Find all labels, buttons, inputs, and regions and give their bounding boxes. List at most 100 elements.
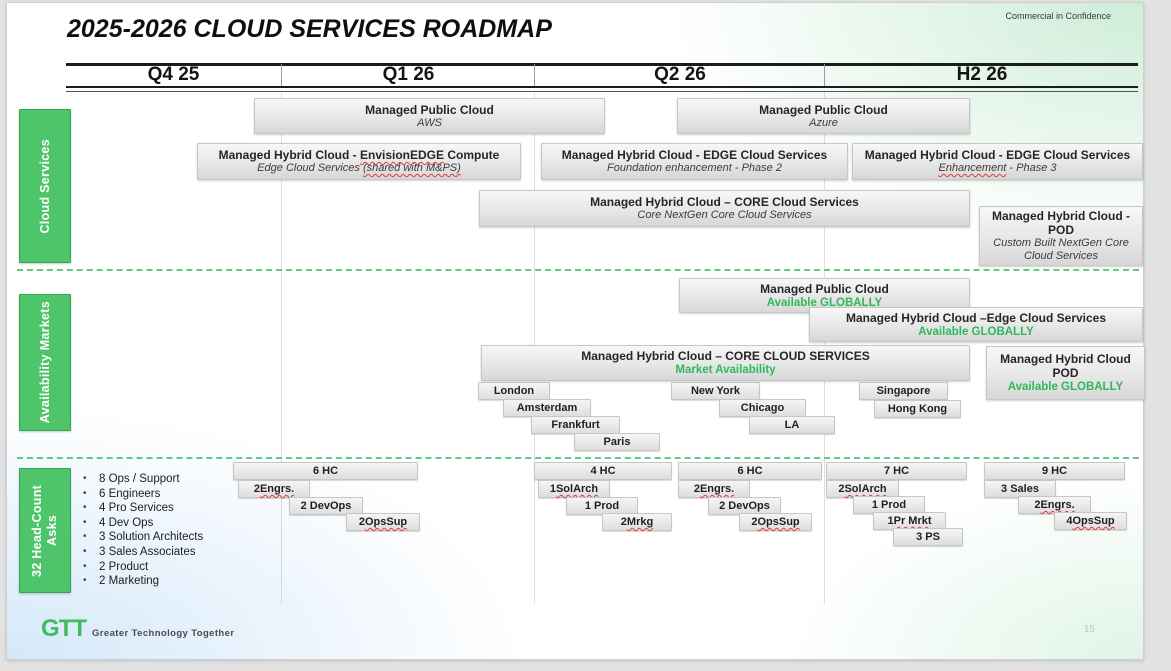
market-chip-new-york: New York bbox=[671, 382, 760, 400]
spellcheck-flagged-text: Engrs. bbox=[699, 483, 735, 495]
availability-status: Available GLOBALLY bbox=[918, 325, 1034, 338]
page-number: 15 bbox=[1083, 624, 1095, 635]
roadmap-bar-hybrid-edge-phase2: Managed Hybrid Cloud - EDGE Cloud Servic… bbox=[541, 143, 848, 180]
spellcheck-flagged-text: SolArch bbox=[555, 483, 599, 495]
lane-label-text: 32 Head-Count Asks bbox=[30, 484, 59, 577]
lane-label-head-count-asks: 32 Head-Count Asks bbox=[19, 468, 71, 593]
bar-subtitle: AWS bbox=[417, 116, 442, 129]
bar-title: Managed Hybrid Cloud - EDGE Cloud Servic… bbox=[561, 148, 828, 162]
hc-item-bar: 2 OpsSup bbox=[739, 513, 812, 531]
hc-item-bar: 2 SolArch bbox=[826, 480, 899, 498]
page-title: 2025-2026 CLOUD SERVICES ROADMAP bbox=[67, 15, 552, 43]
list-item: • 4 Dev Ops bbox=[83, 516, 154, 529]
header-rule-bottom-thin bbox=[66, 91, 1138, 92]
lane-label-text: Cloud Services bbox=[37, 138, 52, 234]
spellcheck-flagged-text: Enhancement bbox=[938, 162, 1007, 174]
hc-total-bar: 4 HC bbox=[534, 462, 672, 480]
bar-title: Managed Public Cloud bbox=[759, 102, 888, 117]
list-item: • 8 Ops / Support bbox=[83, 473, 180, 485]
lane-divider-dashed bbox=[17, 269, 1139, 271]
hc-item-bar: 4 OpsSup bbox=[1054, 512, 1127, 530]
bar-title: Managed Hybrid Cloud –Edge Cloud Service… bbox=[845, 310, 1107, 325]
spellcheck-flagged-text: Pr Mrkt bbox=[893, 515, 932, 527]
spellcheck-flagged-text: OpsSup bbox=[757, 516, 800, 528]
roadmap-bar-public-cloud-aws: Managed Public Cloud AWS bbox=[254, 98, 605, 134]
spellcheck-flagged-text: Engrs. bbox=[259, 483, 295, 495]
lane-divider-dashed bbox=[17, 457, 1139, 459]
hc-total-bar: 6 HC bbox=[233, 462, 418, 480]
lane-label-availability-markets: Availability Markets bbox=[19, 294, 71, 431]
spellcheck-flagged-text: (shared with M&PS) bbox=[362, 162, 461, 174]
hc-item-bar: 2 DevOps bbox=[708, 497, 781, 515]
market-chip-london: London bbox=[478, 382, 550, 400]
lane-label-text: Availability Markets bbox=[37, 301, 52, 424]
availability-bar-pod: Managed Hybrid Cloud POD Available GLOBA… bbox=[986, 346, 1145, 400]
bar-subtitle: Enhancement - Phase 3 bbox=[938, 162, 1057, 174]
hc-total-bar: 9 HC bbox=[984, 462, 1125, 480]
bar-subtitle: Core NextGen Core Cloud Services bbox=[637, 209, 812, 221]
column-header-q4-25: Q4 25 bbox=[147, 64, 200, 85]
slide-canvas: 2025-2026 CLOUD SERVICES ROADMAP Commerc… bbox=[6, 2, 1145, 660]
bar-title: Managed Hybrid Cloud - POD bbox=[992, 209, 1130, 237]
hc-item-bar: 3 PS bbox=[893, 528, 963, 546]
spellcheck-flagged-text: Engrs. bbox=[1040, 499, 1075, 511]
market-chip-paris: Paris bbox=[574, 433, 660, 451]
bar-title: Managed Public Cloud bbox=[760, 281, 889, 296]
availability-status: Market Availability bbox=[675, 364, 776, 376]
spellcheck-flagged-text: SolArch bbox=[844, 483, 887, 495]
list-item: • 2 Product bbox=[83, 560, 149, 573]
list-item: • 2 Marketing bbox=[83, 575, 160, 588]
availability-bar-core: Managed Hybrid Cloud – CORE CLOUD SERVIC… bbox=[481, 345, 970, 381]
market-chip-singapore: Singapore bbox=[859, 382, 948, 400]
hc-item-bar: 3 Sales bbox=[984, 480, 1056, 498]
market-chip-la: LA bbox=[749, 416, 835, 434]
list-item: • 3 Sales Associates bbox=[83, 545, 196, 558]
bar-subtitle: Azure bbox=[809, 116, 838, 129]
roadmap-bar-hybrid-edge-phase3: Managed Hybrid Cloud - EDGE Cloud Servic… bbox=[852, 143, 1143, 180]
hc-item-bar: 2 Mrkg bbox=[602, 513, 672, 531]
bar-title: Managed Hybrid Cloud - EnvisionEDGE Comp… bbox=[218, 148, 500, 162]
list-item: • 3 Solution Architects bbox=[83, 531, 204, 544]
header-rule-bottom bbox=[66, 86, 1138, 88]
column-header-q2-26: Q2 26 bbox=[534, 64, 825, 86]
header-rule-top bbox=[66, 63, 1138, 66]
hc-item-bar: 2 DevOps bbox=[289, 497, 363, 515]
hc-item-bar: 2 Engrs. bbox=[678, 480, 750, 498]
column-divider bbox=[281, 92, 282, 604]
hc-item-bar: 2 OpsSup bbox=[346, 513, 420, 531]
list-item: • 6 Engineers bbox=[83, 487, 161, 500]
roadmap-bar-hybrid-envisionedge-compute: Managed Hybrid Cloud - EnvisionEDGE Comp… bbox=[197, 143, 521, 180]
market-chip-amsterdam: Amsterdam bbox=[503, 399, 591, 417]
spellcheck-flagged-text: OpsSup bbox=[1072, 515, 1115, 527]
head-count-asks-list: • 8 Ops / Support • 6 Engineers • 4 Pro Ser… bbox=[83, 472, 258, 589]
bar-subtitle: Foundation enhancement - Phase 2 bbox=[607, 162, 782, 174]
market-chip-hong-kong: Hong Kong bbox=[874, 400, 961, 418]
hc-item-bar: 1 SolArch bbox=[538, 480, 610, 498]
roadmap-bar-hybrid-core: Managed Hybrid Cloud – CORE Cloud Servic… bbox=[479, 190, 970, 227]
roadmap-bar-hybrid-pod: Managed Hybrid Cloud - POD Custom Built … bbox=[979, 206, 1143, 266]
bar-subtitle: Edge Cloud Services (shared with M&PS) bbox=[257, 162, 461, 174]
column-header-h2-26: H2 26 bbox=[824, 64, 1139, 86]
classification-label: Commercial in Confidence bbox=[1005, 11, 1111, 21]
spellcheck-flagged-text: Mrkg bbox=[626, 516, 654, 528]
availability-bar-edge: Managed Hybrid Cloud –Edge Cloud Service… bbox=[809, 307, 1143, 342]
hc-item-bar: 2 Engrs. bbox=[238, 480, 310, 498]
bar-title: Managed Hybrid Cloud – CORE Cloud Servic… bbox=[590, 195, 859, 209]
spellcheck-flagged-text: OpsSup bbox=[364, 516, 408, 528]
availability-status: Available GLOBALLY bbox=[766, 296, 883, 309]
gtt-logo: GTT Greater Technology Together bbox=[41, 615, 234, 643]
market-chip-frankfurt: Frankfurt bbox=[531, 416, 620, 434]
availability-status: Available GLOBALLY bbox=[1007, 381, 1124, 393]
hc-item-bar: 1 Pr Mrkt bbox=[873, 512, 946, 530]
market-chip-chicago: Chicago bbox=[719, 399, 806, 417]
bar-title: Managed Hybrid Cloud – CORE CLOUD SERVIC… bbox=[581, 349, 870, 363]
gtt-logo-tagline: Greater Technology Together bbox=[92, 628, 235, 639]
hc-total-bar: 7 HC bbox=[826, 462, 967, 480]
lane-label-cloud-services: Cloud Services bbox=[19, 109, 71, 263]
bar-title: Managed Hybrid Cloud - EDGE Cloud Servic… bbox=[864, 148, 1131, 162]
hc-total-bar: 6 HC bbox=[678, 462, 822, 480]
bar-subtitle: Custom Built NextGen Core Cloud Services bbox=[993, 237, 1129, 262]
column-header-q1-26: Q1 26 bbox=[281, 64, 535, 86]
spellcheck-flagged-text: EnvisionEDGE bbox=[359, 148, 445, 162]
roadmap-bar-public-cloud-azure: Managed Public Cloud Azure bbox=[677, 98, 970, 134]
